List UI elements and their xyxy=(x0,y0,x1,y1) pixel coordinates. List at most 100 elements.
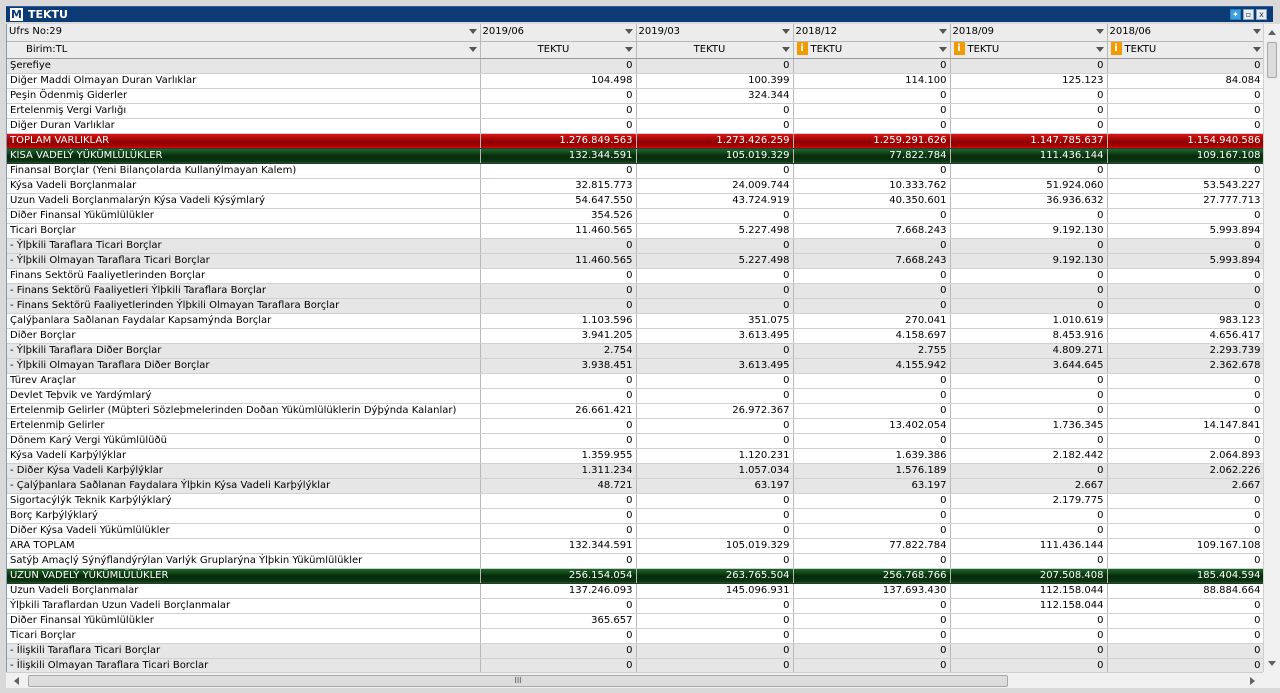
table-row[interactable]: KISA VADELÝ YÜKÜMLÜLÜKLER 132.344.591 105.… xyxy=(7,148,1263,164)
restore-icon[interactable]: ▫ xyxy=(1243,9,1254,20)
info-icon[interactable]: i xyxy=(1110,42,1122,56)
table-row[interactable]: Dönem Karý Vergi Yükümlülüðü 0 0 0 0 0 xyxy=(7,433,1263,449)
currency-header[interactable]: TEKTU xyxy=(636,41,794,59)
table-row[interactable]: Çalýþanlara Saðlanan Faydalar Kapsamýnda… xyxy=(7,313,1263,329)
value-cell: 207.508.408 xyxy=(950,568,1108,584)
table-row[interactable]: Uzun Vadeli Borçlanmalarýn Kýsa Vadeli K… xyxy=(7,193,1263,209)
table-row[interactable]: Kýsa Vadeli Borçlanmalar 32.815.773 24.009… xyxy=(7,178,1263,194)
currency-header[interactable]: i TEKTU xyxy=(1107,41,1263,59)
value-cell: 0 xyxy=(636,643,794,659)
value-cell: 0 xyxy=(793,58,951,74)
table-row[interactable]: - İlişkili Olmayan Taraflara Ticari Borc… xyxy=(7,658,1263,672)
period-header[interactable]: 2019/06 xyxy=(480,24,637,42)
period-header[interactable]: 2018/06 xyxy=(1107,24,1263,42)
chevron-down-icon[interactable] xyxy=(781,46,790,52)
chevron-down-icon[interactable] xyxy=(624,46,633,52)
table-row[interactable]: Ticari Borçlar 11.460.565 5.227.498 7.668.2… xyxy=(7,223,1263,239)
value-cell: 3.938.451 xyxy=(480,358,637,374)
table-row[interactable]: Borç Karþýlýklarý 0 0 0 0 0 xyxy=(7,508,1263,524)
table-row[interactable]: Ertelenmiş Vergi Varlığı 0 0 0 0 0 xyxy=(7,103,1263,119)
chevron-down-icon[interactable] xyxy=(938,46,947,52)
value-cell: 8.453.916 xyxy=(950,328,1108,344)
table-row[interactable]: Satýþ Amaçlý Sýnýflandýrýlan Varlýk Grup… xyxy=(7,553,1263,569)
table-row[interactable]: Diðer Borçlar 3.941.205 3.613.495 4.158.697… xyxy=(7,328,1263,344)
period-header[interactable]: 2018/12 xyxy=(793,24,951,42)
table-row[interactable]: - Ýlþkili Taraflara Ticari Borçlar 0 0 0 0 0 xyxy=(7,238,1263,254)
table-row[interactable]: Ýlþkili Taraflardan Uzun Vadeli Borçlanm… xyxy=(7,598,1263,614)
table-row[interactable]: Ertelenmiþ Gelirler 0 0 13.402.054 1.736.345… xyxy=(7,418,1263,434)
table-row[interactable]: - Finans Sektörü Faaliyetlerinden Ýlþkil… xyxy=(7,298,1263,314)
period-header[interactable]: 2018/09 xyxy=(950,24,1108,42)
table-row[interactable]: - İlişkili Taraflara Ticari Borçlar 0 0 0 0 0 xyxy=(7,643,1263,659)
row-label: UZUN VADELÝ YÜKÜMLÜLÜKLER xyxy=(7,568,481,584)
chevron-down-icon[interactable] xyxy=(468,46,477,52)
period-header[interactable]: 2019/03 xyxy=(636,24,794,42)
scroll-up-arrow-icon[interactable] xyxy=(1268,30,1276,35)
chevron-down-icon[interactable] xyxy=(938,29,947,34)
row-label: KISA VADELÝ YÜKÜMLÜLÜKLER xyxy=(7,148,481,164)
table-row[interactable]: Finans Sektörü Faaliyetlerinden Borçlar 0… xyxy=(7,268,1263,284)
scroll-right-arrow-icon[interactable] xyxy=(1250,677,1255,685)
scroll-down-arrow-icon[interactable] xyxy=(1268,661,1276,666)
horizontal-scroll-thumb[interactable]: III xyxy=(28,675,1008,687)
value-cell: 0 xyxy=(636,118,794,134)
chevron-down-icon[interactable] xyxy=(1252,29,1261,34)
table-row[interactable]: UZUN VADELÝ YÜKÜMLÜLÜKLER 256.154.054 263.… xyxy=(7,568,1263,584)
info-icon[interactable]: i xyxy=(953,42,965,56)
horizontal-scrollbar[interactable]: III xyxy=(6,672,1263,688)
currency-header[interactable]: i TEKTU xyxy=(950,41,1108,59)
chevron-down-icon[interactable] xyxy=(624,29,633,34)
row-label: Ertelenmiþ Gelirler xyxy=(7,418,481,434)
table-row[interactable]: Uzun Vadeli Borçlanmalar 137.246.093 145.0… xyxy=(7,583,1263,599)
table-row[interactable]: Türev Araçlar 0 0 0 0 0 xyxy=(7,373,1263,389)
currency-header[interactable]: i TEKTU xyxy=(793,41,951,59)
close-icon[interactable]: x xyxy=(1256,9,1267,20)
table-row[interactable]: Ticari Borçlar 0 0 0 0 0 xyxy=(7,628,1263,644)
table-row[interactable]: - Finans Sektörü Faaliyetleri Ýlþkili Ta… xyxy=(7,283,1263,299)
table-row[interactable]: - Ýlþkili Taraflara Diðer Borçlar 2.754 0 2… xyxy=(7,343,1263,359)
table-row[interactable]: ARA TOPLAM 132.344.591 105.019.329 77.822.7… xyxy=(7,538,1263,554)
table-row[interactable]: - Ýlþkili Olmayan Taraflara Ticari Borçl… xyxy=(7,253,1263,269)
chevron-down-icon[interactable] xyxy=(1252,46,1261,52)
table-row[interactable]: - Diðer Kýsa Vadeli Karþýlýklar 1.311.234… xyxy=(7,463,1263,479)
value-cell: 132.344.591 xyxy=(480,148,637,164)
table-row[interactable]: Diğer Maddi Olmayan Duran Varlıklar 104.4… xyxy=(7,73,1263,89)
value-cell: 0 xyxy=(1107,58,1263,74)
value-cell: 13.402.054 xyxy=(793,418,951,434)
chevron-down-icon[interactable] xyxy=(781,29,790,34)
value-cell: 145.096.931 xyxy=(636,583,794,599)
table-row[interactable]: - Ýlþkili Olmayan Taraflara Diðer Borçla… xyxy=(7,358,1263,374)
table-row[interactable]: - Çalýþanlara Saðlanan Faydalara Ýlþkin … xyxy=(7,478,1263,494)
row-label-header[interactable]: Ufrs No:29 xyxy=(7,24,481,42)
row-label: - Finans Sektörü Faaliyetleri Ýlþkili Ta… xyxy=(7,283,481,299)
value-cell: 0 xyxy=(1107,283,1263,299)
vertical-scroll-thumb[interactable] xyxy=(1267,42,1277,78)
table-row[interactable]: Sigortacýlýk Teknik Karþýlýklarý 0 0 0 2.179… xyxy=(7,493,1263,509)
table-row[interactable]: Diğer Duran Varlıklar 0 0 0 0 0 xyxy=(7,118,1263,134)
scroll-left-arrow-icon[interactable] xyxy=(14,677,19,685)
row-label: Kýsa Vadeli Karþýlýklar xyxy=(7,448,481,464)
value-cell: 0 xyxy=(1107,613,1263,629)
table-row[interactable]: Devlet Teþvik ve Yardýmlarý 0 0 0 0 0 xyxy=(7,388,1263,404)
value-cell: 0 xyxy=(950,238,1108,254)
table-row[interactable]: Kýsa Vadeli Karþýlýklar 1.359.955 1.120.23… xyxy=(7,448,1263,464)
chevron-down-icon[interactable] xyxy=(1095,29,1104,34)
unit-header[interactable]: Birim:TL xyxy=(7,41,481,59)
value-cell: 0 xyxy=(1107,88,1263,104)
currency-header[interactable]: TEKTU xyxy=(480,41,637,59)
table-row[interactable]: Finansal Borçlar (Yeni Bilançolarda Kull… xyxy=(7,163,1263,179)
table-row[interactable]: Ertelenmiþ Gelirler (Müþteri Sözleþmeler… xyxy=(7,403,1263,419)
twitter-icon[interactable]: ✦ xyxy=(1230,9,1241,20)
table-row[interactable]: Şerefiye 0 0 0 0 0 xyxy=(7,58,1263,74)
info-icon[interactable]: i xyxy=(796,42,808,56)
app-logo: M xyxy=(10,8,23,21)
table-row[interactable]: Diðer Kýsa Vadeli Yükümlülükler 0 0 0 0 0 xyxy=(7,523,1263,539)
value-cell: 105.019.329 xyxy=(636,148,794,164)
vertical-scrollbar[interactable] xyxy=(1263,24,1280,672)
table-row[interactable]: Diðer Finansal Yükümlülükler 354.526 0 0 0 0 xyxy=(7,208,1263,224)
table-row[interactable]: Diðer Finansal Yükümlülükler 365.657 0 0 0 0 xyxy=(7,613,1263,629)
chevron-down-icon[interactable] xyxy=(1095,46,1104,52)
chevron-down-icon[interactable] xyxy=(468,29,477,34)
table-row[interactable]: Peşin Ödenmiş Giderler 0 324.344 0 0 0 xyxy=(7,88,1263,104)
table-row[interactable]: TOPLAM VARLIKLAR 1.276.849.563 1.273.426.2… xyxy=(7,133,1263,149)
